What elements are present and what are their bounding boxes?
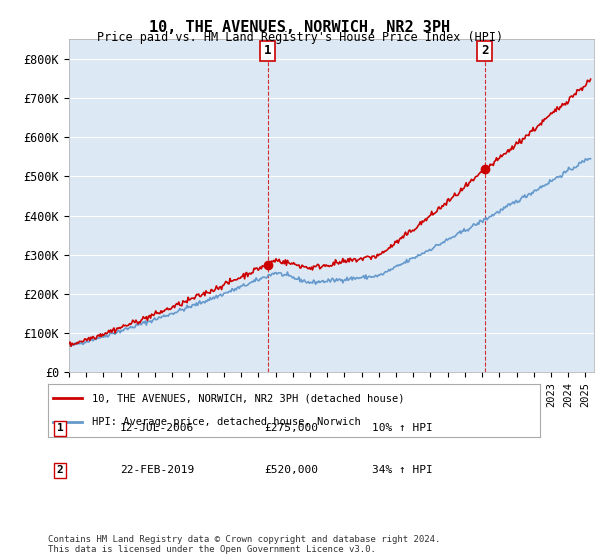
Text: HPI: Average price, detached house, Norwich: HPI: Average price, detached house, Norw… <box>92 417 361 427</box>
Text: 2: 2 <box>481 44 488 58</box>
Text: 1: 1 <box>56 423 64 433</box>
Text: £520,000: £520,000 <box>264 465 318 475</box>
Text: Contains HM Land Registry data © Crown copyright and database right 2024.
This d: Contains HM Land Registry data © Crown c… <box>48 535 440 554</box>
Text: 2: 2 <box>56 465 64 475</box>
Text: 1: 1 <box>264 44 271 58</box>
Text: 10, THE AVENUES, NORWICH, NR2 3PH: 10, THE AVENUES, NORWICH, NR2 3PH <box>149 20 451 35</box>
Text: 10% ↑ HPI: 10% ↑ HPI <box>372 423 433 433</box>
Text: 10, THE AVENUES, NORWICH, NR2 3PH (detached house): 10, THE AVENUES, NORWICH, NR2 3PH (detac… <box>92 394 405 404</box>
Text: Price paid vs. HM Land Registry's House Price Index (HPI): Price paid vs. HM Land Registry's House … <box>97 31 503 44</box>
Text: 22-FEB-2019: 22-FEB-2019 <box>120 465 194 475</box>
Text: 12-JUL-2006: 12-JUL-2006 <box>120 423 194 433</box>
Text: £275,000: £275,000 <box>264 423 318 433</box>
Text: 34% ↑ HPI: 34% ↑ HPI <box>372 465 433 475</box>
